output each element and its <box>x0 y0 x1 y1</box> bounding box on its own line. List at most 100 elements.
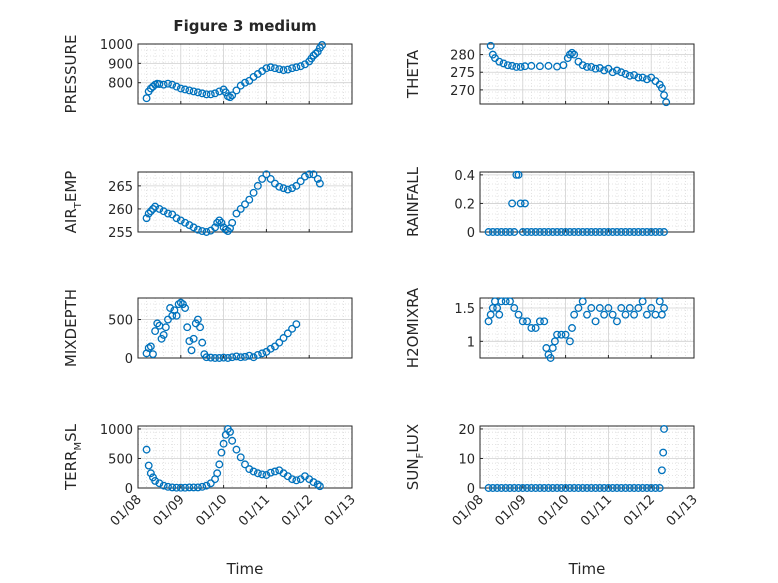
data-point <box>236 204 245 213</box>
data-point <box>535 228 544 236</box>
data-point <box>202 353 211 362</box>
data-point <box>159 80 168 89</box>
data-point <box>288 64 297 73</box>
data-point <box>527 228 536 236</box>
data-point <box>258 174 267 183</box>
subplot-7: 0 500 1000 TERRMSL 01/08 01/09 01/10 01/11 01/12… <box>62 423 359 578</box>
data-point <box>249 353 258 362</box>
y-tick-label: 1 <box>467 335 475 350</box>
data-point <box>193 315 202 324</box>
data-point <box>604 304 613 312</box>
data-point <box>546 354 555 362</box>
data-point <box>168 483 177 492</box>
data-point <box>185 337 194 346</box>
data-point <box>313 174 322 183</box>
data-point <box>271 467 279 476</box>
data-point <box>296 62 305 71</box>
data-point <box>630 484 639 492</box>
data-point <box>591 228 600 236</box>
data-point <box>535 484 544 492</box>
data-point <box>149 350 157 359</box>
data-point <box>651 310 660 319</box>
data-point <box>164 79 172 88</box>
data-point <box>241 78 249 87</box>
data-point <box>168 80 177 89</box>
x-axis-label: Time <box>226 560 264 578</box>
data-point <box>544 484 553 492</box>
data-point <box>309 170 318 179</box>
data-point <box>634 73 643 82</box>
data-point <box>600 228 609 236</box>
subplot-6: 1 1.5 H2OMIXRA <box>404 287 695 368</box>
data-point <box>164 209 172 218</box>
y-tick-label: 0.4 <box>454 169 475 184</box>
data-point <box>625 304 634 312</box>
data-point <box>219 353 228 362</box>
data-point <box>181 304 190 312</box>
data-point <box>617 68 626 77</box>
data-point <box>176 298 185 307</box>
y-axis-label: SUNFLUX <box>404 424 426 490</box>
data-point <box>279 66 288 75</box>
data-point <box>172 82 181 91</box>
x-tick-label: 01/10 <box>535 492 572 529</box>
data-point <box>155 479 164 488</box>
data-point <box>300 172 309 181</box>
data-point <box>565 337 574 346</box>
data-point <box>508 199 517 208</box>
data-point <box>228 218 237 227</box>
y-tick-label: 0 <box>125 482 133 497</box>
data-point <box>217 218 226 227</box>
data-point <box>613 228 621 236</box>
data-point <box>617 228 626 236</box>
x-tick-label: 01/13 <box>664 492 701 529</box>
data-point <box>296 177 305 186</box>
subplot-1: 800 900 1000 PRESSURE <box>62 35 353 113</box>
data-point <box>565 228 574 236</box>
data-point <box>178 300 187 309</box>
data-point <box>634 304 643 312</box>
data-point <box>660 91 668 100</box>
data-point <box>565 50 574 59</box>
data-point <box>523 317 532 326</box>
data-point <box>495 57 504 66</box>
x-tick-label: 01/11 <box>236 492 273 529</box>
data-point <box>583 62 591 71</box>
data-point <box>206 479 215 488</box>
data-point <box>253 181 262 190</box>
data-point <box>557 228 566 236</box>
y-tick-label: 800 <box>108 77 133 92</box>
x-axis-label: Time <box>568 560 606 578</box>
data-point <box>232 209 241 218</box>
data-point <box>313 480 322 489</box>
data-point <box>578 297 587 306</box>
y-tick-label: 900 <box>108 57 133 72</box>
data-point <box>600 484 609 492</box>
data-point <box>283 185 292 194</box>
data-point <box>241 352 249 361</box>
data-point <box>544 228 553 236</box>
subplot-3: 255 260 265 AIRTEMP <box>62 170 353 241</box>
axes-box <box>137 171 353 233</box>
subplot-4: 0 0.2 0.4 RAINFALL <box>404 166 695 241</box>
data-point <box>630 228 639 236</box>
x-tick-label: 01/11 <box>578 492 615 529</box>
data-point <box>630 310 639 319</box>
data-point <box>570 50 579 59</box>
x-tick-label: 01/13 <box>322 492 359 529</box>
y-tick-label: 265 <box>108 180 133 195</box>
data-point <box>159 481 168 490</box>
data-point <box>600 66 609 75</box>
data-point <box>510 304 519 312</box>
data-point <box>262 170 271 179</box>
data-point <box>595 304 604 312</box>
data-point <box>595 228 604 236</box>
data-point <box>561 330 570 339</box>
data-point <box>309 51 318 60</box>
data-point <box>318 41 326 49</box>
data-point <box>578 228 587 236</box>
data-point <box>557 484 566 492</box>
data-point <box>486 41 495 50</box>
data-point <box>155 80 164 89</box>
